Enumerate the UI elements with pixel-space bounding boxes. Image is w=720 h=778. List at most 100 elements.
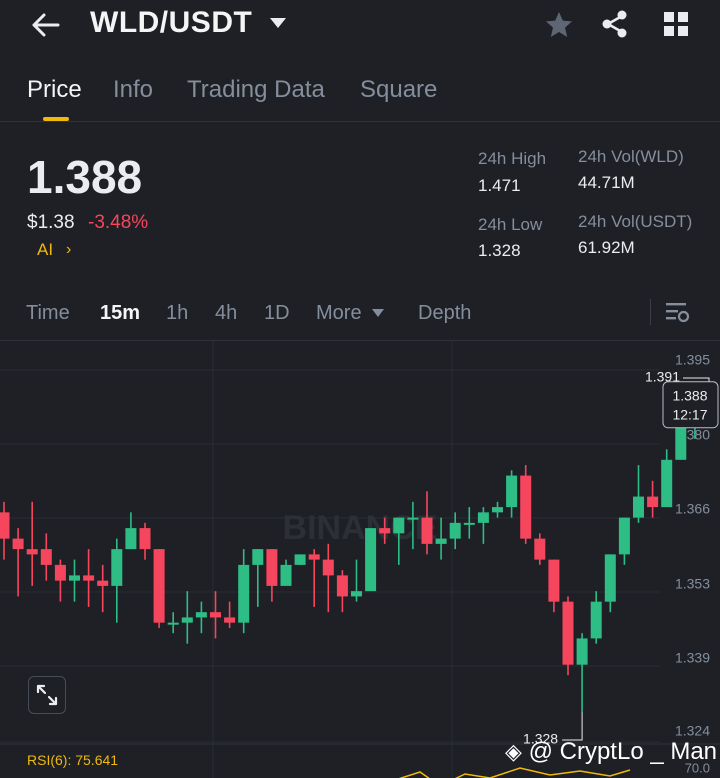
timeframe-1d[interactable]: 1D [264, 302, 290, 324]
current-price-label: 1.388 [672, 387, 707, 403]
max-marker-line [683, 377, 710, 382]
candle-body [195, 612, 207, 618]
back-arrow-icon[interactable] [28, 10, 62, 40]
timeframe-more[interactable]: More [316, 302, 362, 324]
chart-settings-icon[interactable] [664, 300, 690, 324]
caret-down-icon[interactable] [371, 308, 385, 318]
candle-body [365, 528, 377, 592]
caret-down-icon[interactable] [268, 16, 288, 30]
candle-body [520, 475, 532, 539]
candle-body [633, 496, 644, 518]
candle-body [548, 559, 560, 602]
current-time-label: 12:17 [672, 406, 707, 422]
min-marker-line [562, 711, 583, 741]
y-tick-label: 1.366 [675, 501, 710, 517]
high-label: 24h High [478, 149, 547, 168]
tab-price[interactable]: Price [27, 76, 82, 103]
candle-body [308, 554, 320, 560]
diamond-icon: ◈ [505, 739, 522, 764]
vol-base-value: 44.71M [578, 173, 635, 192]
candle-body [125, 528, 137, 550]
candle-body [661, 459, 673, 508]
low-label: 24h Low [478, 215, 543, 234]
timeframe-depth[interactable]: Depth [418, 302, 472, 324]
candle-body [83, 575, 95, 581]
candle-body [477, 512, 489, 523]
timeframe-1h[interactable]: 1h [166, 302, 189, 324]
candle-body [562, 601, 574, 665]
candle-body [604, 554, 616, 602]
candle-body [294, 554, 306, 565]
rsi-line [398, 767, 631, 778]
candle-body [26, 549, 38, 555]
candle-body [407, 517, 419, 520]
y-tick-label: 1.324 [675, 723, 710, 739]
rsi-indicator: RSI(6): 75.641 [27, 752, 119, 768]
candle-body [54, 564, 66, 581]
chart-watermark: BINANCE [283, 509, 438, 547]
tab-trading-data[interactable]: Trading Data [187, 76, 325, 103]
candle-body [534, 538, 546, 560]
vol-quote-value: 61.92M [578, 238, 635, 257]
candle-body [0, 512, 10, 539]
candle-body [40, 549, 52, 565]
y-tick-label: 1.339 [675, 650, 710, 666]
watermark-text: @ CryptLo _ Man [528, 738, 718, 765]
candle-body [449, 522, 461, 539]
candle-body [238, 564, 250, 623]
timeframe-15m[interactable]: 15m [100, 302, 141, 324]
expand-chart-button[interactable] [28, 676, 66, 714]
tab-square[interactable]: Square [360, 76, 438, 103]
divider [650, 299, 651, 325]
candle-body [252, 549, 264, 565]
low-value: 1.328 [478, 241, 521, 260]
candle-body [111, 549, 123, 586]
candle-body [97, 580, 109, 586]
tab-info[interactable]: Info [113, 76, 154, 103]
candle-body [224, 617, 236, 623]
candle-body [139, 528, 151, 550]
candle-body [336, 575, 348, 597]
candle-body [266, 549, 278, 586]
max-price-label: 1.391 [645, 369, 680, 385]
chart-area[interactable] [0, 340, 720, 778]
candle-body [351, 591, 362, 597]
pair-title[interactable]: WLD/USDT [90, 6, 253, 39]
active-tab-indicator [43, 117, 69, 121]
vol-quote-label: 24h Vol(USDT) [578, 212, 693, 231]
candle-body [393, 517, 405, 534]
y-tick-label: 1.395 [675, 352, 710, 368]
candle-body [379, 528, 391, 534]
grid-icon[interactable] [662, 10, 690, 38]
creator-watermark: ◈ @ CryptLo _ Man [505, 738, 717, 766]
candle-body [181, 617, 193, 623]
candle-body [492, 507, 503, 513]
star-icon[interactable] [544, 10, 574, 40]
min-price-label: 1.328 [523, 731, 558, 747]
candle-body [210, 612, 221, 618]
candle-body [590, 601, 602, 639]
ai-link[interactable]: AI [37, 240, 54, 259]
share-icon[interactable] [600, 9, 630, 39]
high-value: 1.471 [478, 176, 521, 195]
candle-body [618, 517, 630, 555]
expand-icon [36, 684, 58, 706]
candle-body [576, 638, 588, 665]
fiat-price: $1.38 [27, 212, 75, 233]
timeframe-time[interactable]: Time [26, 302, 70, 324]
candle-body [322, 559, 334, 576]
candle-body [12, 538, 24, 550]
candle-body [435, 538, 447, 544]
current-price-box [662, 381, 719, 429]
last-price: 1.388 [27, 151, 143, 203]
candle-body [280, 564, 292, 586]
timeframe-4h[interactable]: 4h [215, 302, 238, 324]
candle-body [69, 575, 80, 581]
candle-body [167, 622, 179, 625]
chevron-right-icon[interactable]: › [66, 241, 72, 258]
price-change: -3.48% [88, 212, 149, 233]
vol-base-label: 24h Vol(WLD) [578, 147, 684, 166]
candle-body [675, 423, 687, 460]
y-tick-label: 1.353 [675, 576, 710, 592]
